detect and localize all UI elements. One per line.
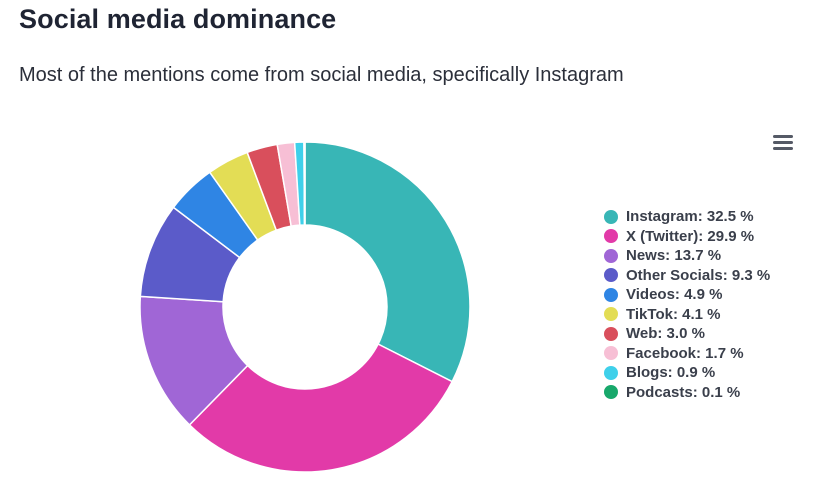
legend-label: Instagram: 32.5 % [626, 208, 754, 226]
chart-legend: Instagram: 32.5 % X (Twitter): 29.9 % News… [604, 207, 770, 402]
legend-label: Other Socials: 9.3 % [626, 266, 771, 284]
legend-marker-icon [604, 287, 618, 302]
legend-item[interactable]: Other Socials: 9.3 % [604, 266, 770, 286]
legend-marker-icon [604, 346, 618, 361]
legend-item[interactable]: X (Twitter): 29.9 % [604, 227, 770, 247]
donut-chart [139, 141, 471, 473]
legend-item[interactable]: Instagram: 32.5 % [604, 207, 770, 227]
legend-label: Facebook: 1.7 % [626, 344, 744, 362]
legend-marker-icon [604, 326, 618, 341]
legend-item[interactable]: Blogs: 0.9 % [604, 363, 770, 383]
legend-marker-icon [604, 229, 618, 244]
slice-instagram[interactable] [304, 141, 471, 383]
menu-bar [773, 141, 793, 144]
legend-marker-icon [604, 268, 618, 283]
legend-item[interactable]: TikTok: 4.1 % [604, 305, 770, 325]
legend-marker-icon [604, 385, 618, 400]
chart-title: Social media dominance [19, 4, 337, 34]
legend-item[interactable]: Facebook: 1.7 % [604, 344, 770, 364]
legend-label: News: 13.7 % [626, 247, 722, 265]
legend-marker-icon [604, 365, 618, 380]
menu-bar [773, 147, 793, 150]
chart-subtitle: Most of the mentions come from social me… [19, 64, 624, 86]
legend-label: Podcasts: 0.1 % [626, 383, 741, 401]
menu-bar [773, 135, 793, 138]
slice-podcasts[interactable] [303, 141, 306, 226]
legend-label: X (Twitter): 29.9 % [626, 227, 755, 245]
slice-x-twitter[interactable] [188, 343, 454, 473]
legend-item[interactable]: Podcasts: 0.1 % [604, 383, 770, 403]
hamburger-menu-icon[interactable] [770, 132, 796, 154]
legend-label: Blogs: 0.9 % [626, 364, 716, 382]
legend-marker-icon [604, 209, 618, 224]
legend-label: TikTok: 4.1 % [626, 305, 721, 323]
legend-label: Videos: 4.9 % [626, 286, 723, 304]
legend-item[interactable]: Web: 3.0 % [604, 324, 770, 344]
legend-label: Web: 3.0 % [626, 325, 705, 343]
legend-marker-icon [604, 307, 618, 322]
legend-marker-icon [604, 248, 618, 263]
legend-item[interactable]: News: 13.7 % [604, 246, 770, 266]
legend-item[interactable]: Videos: 4.9 % [604, 285, 770, 305]
